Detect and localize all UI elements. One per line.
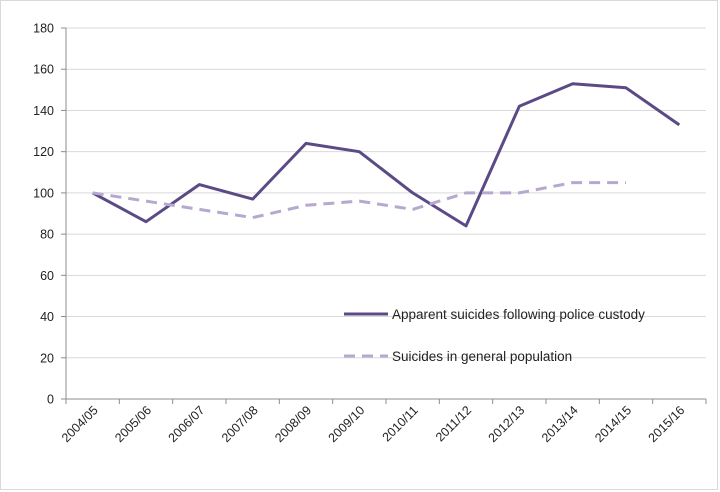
x-tick-label-2007-08: 2007/08: [219, 403, 261, 445]
y-tick-label-120: 120: [33, 145, 54, 159]
x-tick-label-2006-07: 2006/07: [166, 403, 208, 445]
y-tick-label-180: 180: [33, 22, 54, 36]
x-tick-label-2008-09: 2008/09: [272, 403, 314, 445]
series-line-general-population: [92, 181, 626, 220]
legend-label-general-population: Suicides in general population: [392, 349, 572, 364]
series-lines: [91, 82, 681, 228]
x-tick-labels: 2004/05 2005/06 2006/07 2007/08 2008/09 2009/…: [59, 399, 707, 445]
x-tick-label-2004-05: 2004/05: [59, 403, 101, 445]
x-tick-label-2012-13: 2012/13: [486, 403, 528, 445]
x-tick-label-2009-10: 2009/10: [326, 403, 368, 445]
y-tick-label-140: 140: [33, 104, 54, 118]
x-tick-label-2011-12: 2011/12: [433, 403, 474, 444]
x-tick-label-2010-11: 2010/11: [380, 403, 421, 444]
grid-lines: [66, 27, 706, 359]
y-tick-label-80: 80: [40, 228, 54, 242]
x-tick-label-2015-16: 2015/16: [646, 403, 688, 445]
y-tick-label-160: 160: [33, 63, 54, 77]
axes: [65, 28, 706, 400]
y-tick-label-20: 20: [40, 351, 54, 365]
y-tick-label-60: 60: [40, 269, 54, 283]
series-line-police-custody: [91, 82, 681, 228]
legend: Apparent suicides following police custo…: [344, 307, 645, 364]
y-tick-labels: 0 20 40 60 80 100 120 140 160 180: [33, 22, 66, 407]
x-tick-label-2014-15: 2014/15: [592, 403, 634, 445]
y-tick-label-0: 0: [47, 393, 54, 407]
y-tick-label-100: 100: [33, 186, 54, 200]
x-tick-label-2013-14: 2013/14: [539, 403, 581, 445]
y-tick-label-40: 40: [40, 310, 54, 324]
x-tick-label-2005-06: 2005/06: [112, 403, 154, 445]
legend-label-police-custody: Apparent suicides following police custo…: [392, 307, 645, 322]
